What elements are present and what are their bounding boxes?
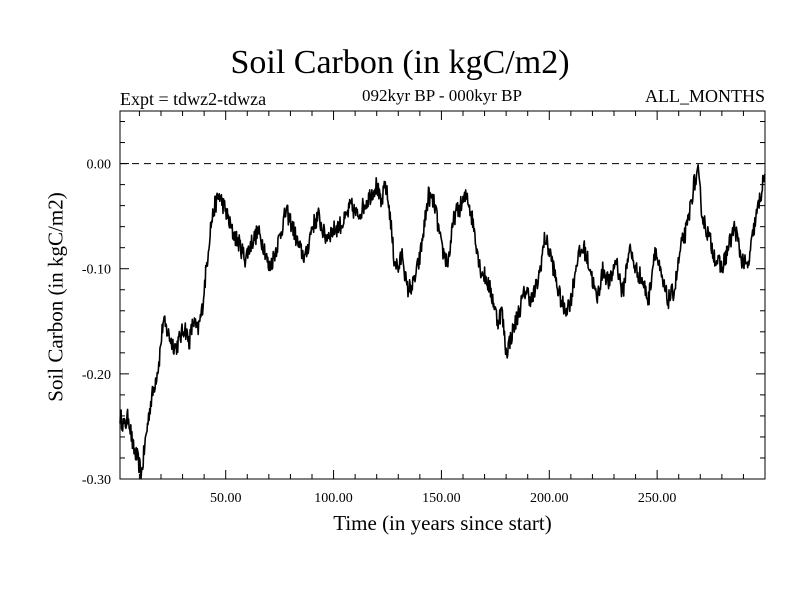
plot-frame [119, 110, 766, 480]
experiment-label: Expt = tdwz2-tdwza [120, 89, 267, 109]
y-tick-label: -0.10 [82, 263, 111, 278]
x-tick-label: 150.00 [422, 491, 461, 506]
y-tick-label: -0.20 [82, 368, 111, 383]
soil-carbon-series-line [119, 164, 766, 480]
period-label: 092kyr BP - 000kyr BP [362, 86, 522, 105]
y-tick-label: -0.30 [82, 473, 111, 488]
x-tick-label: 250.00 [638, 491, 677, 506]
x-axis-title: Time (in years since start) [333, 511, 552, 535]
x-tick-label: 50.00 [210, 491, 242, 506]
x-tick-label: 200.00 [530, 491, 569, 506]
chart-title: Soil Carbon (in kgC/m2) [230, 44, 570, 81]
y-tick-label: 0.00 [87, 158, 112, 173]
months-label: ALL_MONTHS [645, 86, 765, 106]
x-tick-label: 100.00 [314, 491, 353, 506]
